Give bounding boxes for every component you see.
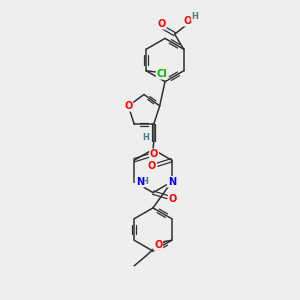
Text: O: O [158,19,166,29]
Text: N: N [168,177,176,187]
Text: O: O [169,194,177,204]
Text: O: O [184,16,192,26]
Text: O: O [148,161,156,171]
Text: N: N [136,177,144,187]
Text: H: H [142,133,149,142]
Text: H: H [191,12,198,21]
Text: Cl: Cl [157,69,167,79]
Text: H: H [141,177,148,186]
Text: O: O [154,240,162,250]
Text: O: O [150,149,158,159]
Text: O: O [124,101,132,111]
